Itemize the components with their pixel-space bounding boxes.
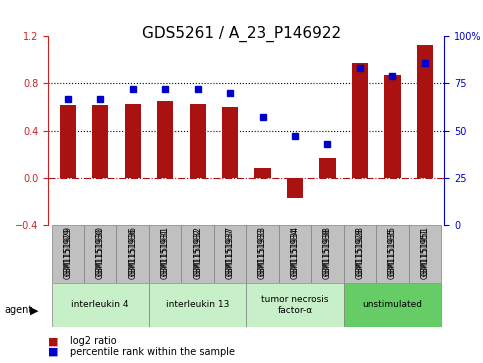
Text: GSM1151929: GSM1151929: [63, 226, 72, 276]
FancyBboxPatch shape: [279, 225, 311, 283]
Bar: [352, 64, 368, 178]
Text: ▶: ▶: [30, 305, 39, 315]
Bar: [189, 103, 206, 178]
Text: GSM1151931: GSM1151931: [161, 228, 170, 279]
Text: GSM1151932: GSM1151932: [193, 228, 202, 279]
Text: GSM1151936: GSM1151936: [128, 226, 137, 276]
Text: agent: agent: [5, 305, 33, 315]
Bar: [417, 45, 433, 178]
Text: ■: ■: [48, 336, 59, 346]
FancyBboxPatch shape: [149, 225, 182, 283]
Text: GSM1151935: GSM1151935: [388, 226, 397, 276]
Text: GSM1151938: GSM1151938: [323, 228, 332, 279]
Text: GSM1151936: GSM1151936: [128, 228, 137, 279]
Text: log2 ratio: log2 ratio: [70, 336, 117, 346]
FancyBboxPatch shape: [149, 283, 246, 327]
Text: GSM1151928: GSM1151928: [355, 226, 365, 276]
Bar: [287, 178, 303, 198]
FancyBboxPatch shape: [52, 225, 84, 283]
Text: percentile rank within the sample: percentile rank within the sample: [70, 347, 235, 357]
Text: ■: ■: [48, 347, 59, 357]
Text: GSM1151937: GSM1151937: [226, 228, 235, 279]
FancyBboxPatch shape: [246, 283, 344, 327]
Text: GSM1151928: GSM1151928: [355, 228, 365, 279]
Text: GSM1151932: GSM1151932: [193, 226, 202, 276]
Text: GSM1151933: GSM1151933: [258, 226, 267, 276]
FancyBboxPatch shape: [311, 225, 344, 283]
FancyBboxPatch shape: [116, 225, 149, 283]
Text: tumor necrosis
factor-α: tumor necrosis factor-α: [261, 295, 329, 315]
Bar: [319, 158, 336, 178]
FancyBboxPatch shape: [344, 225, 376, 283]
Text: GDS5261 / A_23_P146922: GDS5261 / A_23_P146922: [142, 25, 341, 42]
Text: GSM1151937: GSM1151937: [226, 226, 235, 276]
FancyBboxPatch shape: [84, 225, 116, 283]
Text: GSM1151935: GSM1151935: [388, 228, 397, 279]
FancyBboxPatch shape: [214, 225, 246, 283]
Bar: [384, 75, 400, 178]
Text: GSM1151929: GSM1151929: [63, 228, 72, 279]
Text: unstimulated: unstimulated: [362, 301, 423, 309]
Bar: [157, 101, 173, 178]
Text: GSM1151930: GSM1151930: [96, 226, 105, 276]
Text: GSM1151934: GSM1151934: [291, 228, 299, 279]
Bar: [222, 107, 238, 178]
Text: GSM1151934: GSM1151934: [291, 226, 299, 276]
Text: GSM1151951: GSM1151951: [420, 226, 429, 276]
Bar: [92, 105, 108, 178]
FancyBboxPatch shape: [182, 225, 214, 283]
Text: interleukin 4: interleukin 4: [71, 301, 129, 309]
Text: interleukin 13: interleukin 13: [166, 301, 229, 309]
Text: GSM1151930: GSM1151930: [96, 228, 105, 279]
Bar: [255, 168, 270, 178]
FancyBboxPatch shape: [246, 225, 279, 283]
FancyBboxPatch shape: [376, 225, 409, 283]
FancyBboxPatch shape: [409, 225, 441, 283]
FancyBboxPatch shape: [52, 283, 149, 327]
Bar: [125, 103, 141, 178]
Text: GSM1151951: GSM1151951: [420, 228, 429, 279]
Text: GSM1151933: GSM1151933: [258, 228, 267, 279]
Bar: [60, 105, 76, 178]
Text: GSM1151938: GSM1151938: [323, 226, 332, 276]
Text: GSM1151931: GSM1151931: [161, 226, 170, 276]
FancyBboxPatch shape: [344, 283, 441, 327]
